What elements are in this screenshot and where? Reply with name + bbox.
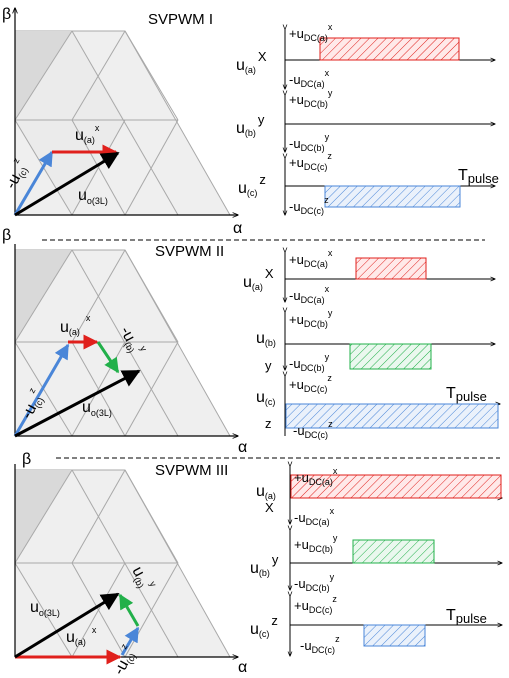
svg-text:u(b)y: u(b)y <box>250 552 279 578</box>
vector-uc <box>120 626 140 656</box>
waveform-ub: u(b) y +uDC(b)y -uDC(b)y <box>256 308 495 373</box>
svg-text:-uDC(b)y: -uDC(b)y <box>294 572 335 593</box>
panel-3: β α u(a)x u(b) y -u(c)z uo(3L) SVPWM III … <box>14 451 502 678</box>
svg-text:-uDC(c)z: -uDC(c)z <box>300 634 340 655</box>
svg-text:-uDC(c)z: -uDC(c)z <box>293 419 333 440</box>
pulse-ub <box>352 539 435 564</box>
label-ub: -u(b) y <box>116 322 150 359</box>
beta-label: β <box>22 451 31 468</box>
svg-text:u(b): u(b) <box>256 330 276 348</box>
panel-title: SVPWM II <box>155 243 224 260</box>
svg-text:+uDC(c)z: +uDC(c)z <box>289 373 332 394</box>
pulse-uc <box>285 403 499 429</box>
label-uc: -u(c)z <box>107 642 140 678</box>
label-ua: u(a)x <box>75 123 100 145</box>
vector-uo <box>14 369 141 438</box>
pulse-ua <box>319 37 460 61</box>
svg-text:u(c)z: u(c)z <box>250 613 278 639</box>
svg-text:+uDC(a)x: +uDC(a)x <box>294 466 338 487</box>
vector-uc <box>13 343 70 437</box>
pulse-ua <box>290 474 502 499</box>
waveform-uc: u(c)z +uDC(c)z -uDC(c)z Tpulse <box>238 151 499 216</box>
svg-text:u(c)z: u(c)z <box>238 172 266 198</box>
hexagon-region <box>14 30 231 216</box>
svg-text:-uDC(a)x: -uDC(a)x <box>294 506 335 527</box>
tpulse-label: Tpulse <box>458 167 499 186</box>
waveform-ub: u(b)y +uDC(b)y -uDC(b)y <box>236 88 495 153</box>
label-uc: -u(c)z <box>15 386 48 423</box>
beta-label: β <box>2 6 11 23</box>
vector-uo <box>14 151 120 217</box>
svg-text:X: X <box>265 500 274 515</box>
svg-text:y: y <box>265 358 272 373</box>
svg-text:-uDC(a)x: -uDC(a)x <box>289 284 330 305</box>
beta-label: β <box>2 227 11 244</box>
panel-2: β α u(a)x -u(b) y -u(c)z uo(3L) SVPWM II … <box>2 227 500 456</box>
label-uc: -u(c)z <box>0 156 32 193</box>
vector-ub <box>118 593 140 627</box>
pulse-uc <box>324 185 461 208</box>
waveform-uc: u(c) z +uDC(c)z -uDC(c)z Tpulse <box>256 373 500 440</box>
svg-text:-uDC(b)y: -uDC(b)y <box>289 352 330 373</box>
label-uo: uo(3L) <box>30 599 60 618</box>
tpulse-label: Tpulse <box>446 607 487 626</box>
waveform-ua: u(a)X +uDC(a)x -uDC(a)x <box>236 22 495 89</box>
hexagon-region <box>14 469 231 658</box>
vector-uc <box>13 150 54 216</box>
svg-text:+uDC(b)y: +uDC(b)y <box>289 88 333 109</box>
waveform-ua: u(a)X +uDC(a)x -uDC(a)x <box>243 248 495 305</box>
vector-uo <box>14 592 120 659</box>
panel-title: SVPWM I <box>148 11 213 28</box>
vector-ub <box>96 341 120 374</box>
panel-title: SVPWM III <box>155 462 228 479</box>
waveform-ub: u(b)y +uDC(b)y -uDC(b)y <box>250 530 502 593</box>
alpha-label: α <box>238 439 247 456</box>
tpulse-label: Tpulse <box>446 385 487 404</box>
svg-text:-uDC(a)x: -uDC(a)x <box>289 68 330 89</box>
svg-text:u(a)X: u(a)X <box>243 266 274 292</box>
panel-1: β α u(a)x -u(c)z uo(3L) SVPWM I u(a)X +u… <box>0 6 499 237</box>
label-ua: u(a)x <box>66 625 97 647</box>
svg-text:+uDC(a)x: +uDC(a)x <box>289 248 333 269</box>
svg-text:+uDC(a)x: +uDC(a)x <box>289 22 333 43</box>
waveform-uc: u(c)z +uDC(c)z -uDC(c)z Tpulse <box>250 594 502 656</box>
pulse-uc <box>363 624 426 647</box>
svg-text:-uDC(c)z: -uDC(c)z <box>289 195 329 216</box>
svg-text:+uDC(c)z: +uDC(c)z <box>289 151 332 172</box>
svg-text:u(a)X: u(a)X <box>236 49 267 75</box>
svg-text:+uDC(c)z: +uDC(c)z <box>294 594 337 615</box>
alpha-label: α <box>238 659 247 676</box>
label-uo: uo(3L) <box>78 187 108 206</box>
svg-text:+uDC(b)y: +uDC(b)y <box>294 533 338 554</box>
label-ua: u(a)x <box>60 313 91 337</box>
svg-text:u(b)y: u(b)y <box>236 112 265 138</box>
waveform-ua: u(a) X +uDC(a)x -uDC(a)x <box>256 466 502 527</box>
svg-text:+uDC(b)y: +uDC(b)y <box>289 308 333 329</box>
svg-text:-uDC(b)y: -uDC(b)y <box>289 132 330 153</box>
svg-text:z: z <box>265 416 272 431</box>
svg-text:u(c): u(c) <box>256 389 275 407</box>
pulse-ub <box>349 343 432 370</box>
alpha-label: α <box>233 220 242 237</box>
pulse-ua <box>355 257 427 280</box>
svg-text:u(a): u(a) <box>256 483 276 501</box>
label-uo: uo(3L) <box>82 399 112 418</box>
